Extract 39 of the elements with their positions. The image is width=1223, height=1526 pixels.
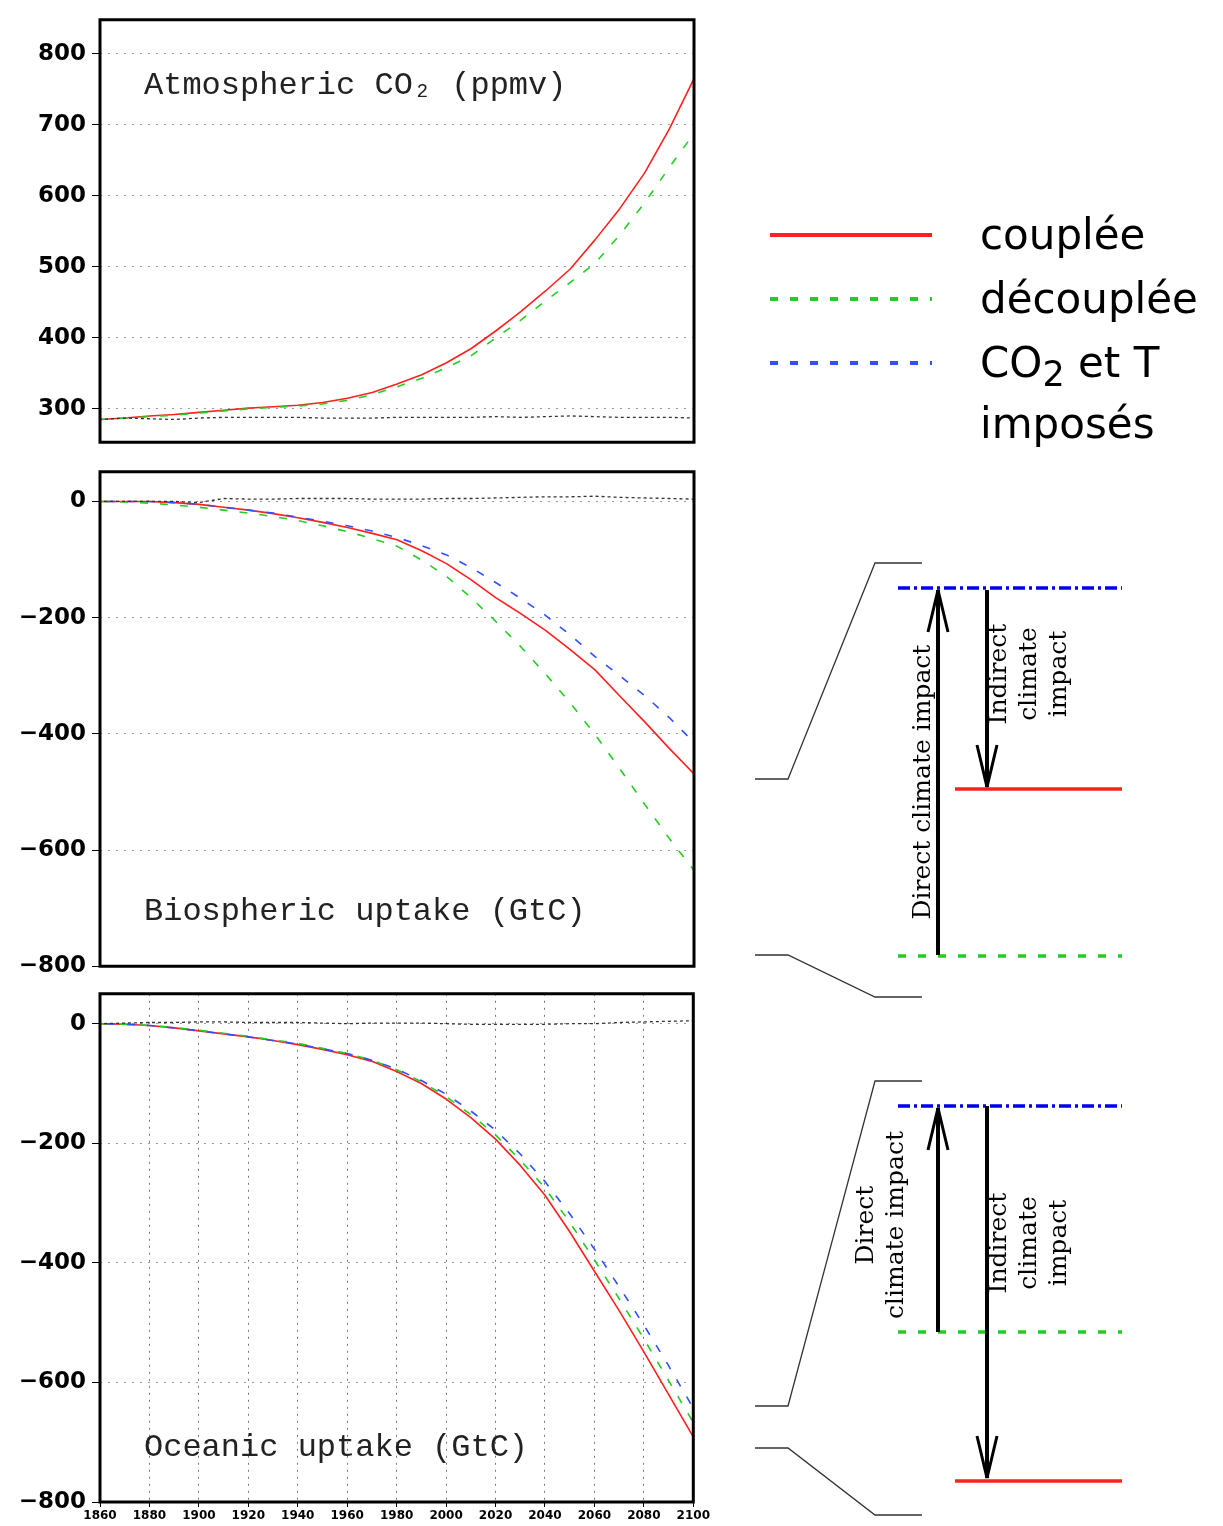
text: Oceanic uptake (GtC) [144, 1429, 529, 1466]
text: Direct climate impact [850, 1130, 909, 1320]
x-tick-label: 1980 [379, 1508, 414, 1523]
x-tick-label: 1900 [182, 1508, 216, 1523]
legend-label: découplée [980, 274, 1199, 324]
text: Biospheric uptake (GtC) [144, 893, 586, 931]
x-tick-label: 1860 [83, 1508, 117, 1523]
y-tick-label: 300 [37, 393, 86, 420]
text: Indirect climate impact [983, 1192, 1072, 1294]
y-tick-label: 500 [37, 251, 86, 278]
x-tick-label: 1940 [281, 1508, 315, 1523]
y-tick-label: 400 [37, 322, 86, 349]
x-tick-label: 2100 [676, 1508, 710, 1523]
y-tick-label: 600 [37, 180, 86, 207]
text: Atmospheric CO₂ (ppmv) [144, 66, 567, 104]
x-tick-label: 2020 [478, 1508, 513, 1523]
y-tick-label: −400 [18, 1247, 86, 1274]
y-tick-label: 700 [37, 109, 86, 136]
legend-label: couplée [980, 210, 1147, 260]
y-tick-label: −200 [18, 1128, 86, 1155]
y-tick-label: −400 [18, 718, 86, 745]
legend-label: CO$_{2}$ et T imposés [980, 338, 1161, 450]
x-tick-label: 1960 [330, 1508, 364, 1523]
y-tick-label: −200 [18, 602, 86, 629]
x-tick-label: 2040 [528, 1508, 562, 1523]
x-tick-label: 1880 [132, 1508, 167, 1523]
x-tick-label: 2060 [577, 1508, 612, 1523]
y-tick-label: −800 [18, 951, 86, 978]
text: Direct climate impact [907, 644, 936, 920]
x-tick-label: 2080 [627, 1508, 661, 1523]
y-tick-label: −600 [18, 834, 86, 861]
y-tick-label: −600 [18, 1367, 86, 1394]
y-tick-label: 0 [69, 1008, 86, 1035]
text: Indirect climate impact [983, 623, 1072, 725]
x-tick-label: 1920 [231, 1508, 266, 1523]
line-series [100, 500, 694, 872]
y-tick-label: 0 [69, 486, 86, 513]
x-tick-label: 2000 [429, 1508, 463, 1523]
y-tick-label: 800 [37, 38, 86, 65]
